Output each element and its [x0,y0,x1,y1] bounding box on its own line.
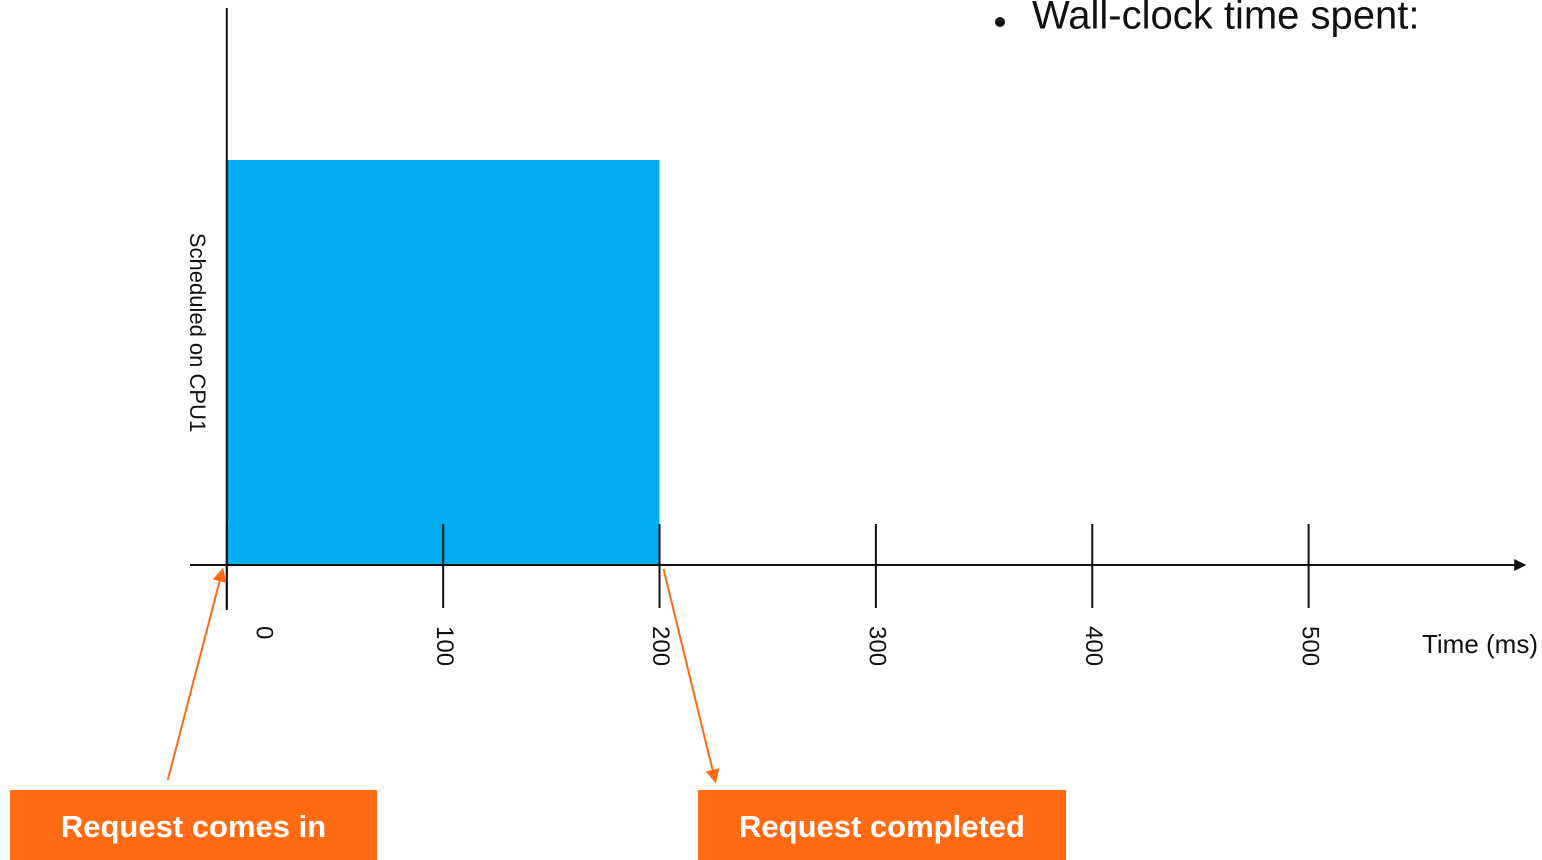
x-tick-label: 200 [647,626,674,666]
x-tick-label: 100 [431,626,458,666]
annotation-arrow [662,568,720,784]
bullet-dot [995,17,1005,27]
category-label: Scheduled on CPU1 [185,233,210,432]
annotation-arrow [166,567,227,781]
annotation-text: Request comes in [61,809,326,844]
bullet-text: Wall-clock time spent: [1032,0,1420,38]
x-tick-label: 0 [250,626,277,639]
x-axis-label: Time (ms) [1422,629,1538,659]
bar [226,160,660,565]
annotation-text: Request completed [739,809,1025,844]
annotation-box [10,790,377,860]
x-tick-label: 300 [864,626,891,666]
x-tick-label: 500 [1296,626,1323,666]
annotation-box [698,790,1066,860]
x-tick-label: 400 [1080,626,1107,666]
